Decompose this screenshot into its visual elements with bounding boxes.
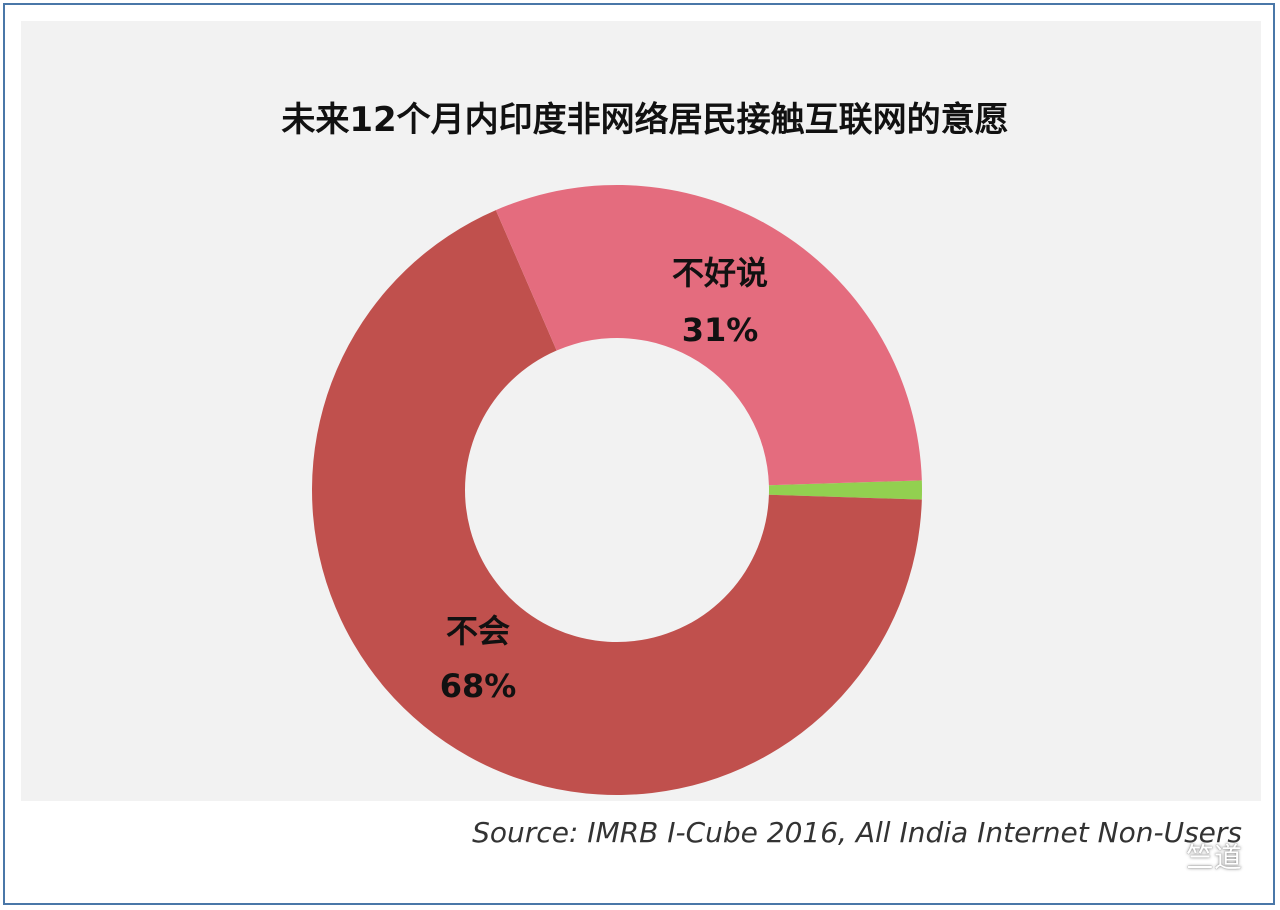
source-note: Source: IMRB I-Cube 2016, All India Inte… <box>472 816 1242 849</box>
slice-value-2: 31% <box>682 311 759 349</box>
wechat-icon <box>1137 840 1179 871</box>
donut-slice-1 <box>312 210 922 796</box>
donut-slice-2 <box>495 184 922 486</box>
watermark: 竺道 <box>1136 836 1242 876</box>
donut-slice-0 <box>768 480 922 500</box>
slice-value-1: 68% <box>440 667 517 705</box>
slice-label-2: 不好说 <box>672 254 768 292</box>
chart-title: 未来12个月内印度非网络居民接触互联网的意愿 <box>281 100 1009 140</box>
watermark-text: 竺道 <box>1185 841 1242 874</box>
slice-label-1: 不会 <box>446 612 510 650</box>
